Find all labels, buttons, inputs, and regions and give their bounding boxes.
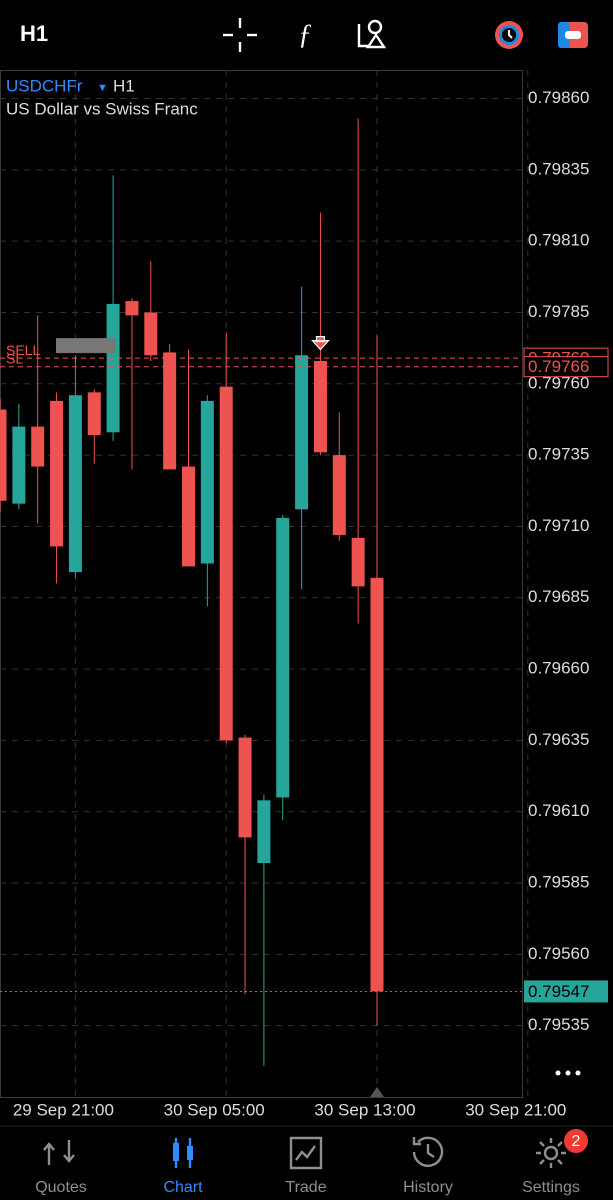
y-tick-label: 0.79660: [528, 659, 589, 678]
sell-marker: [311, 336, 330, 351]
candle-body: [332, 455, 346, 536]
windows-icon[interactable]: [558, 22, 588, 48]
symbol-dropdown[interactable]: ▼: [97, 82, 108, 94]
candle-body: [87, 392, 101, 436]
tab-icon[interactable]: [536, 1138, 566, 1168]
tab-label[interactable]: Trade: [285, 1179, 326, 1196]
tab-icon[interactable]: [43, 1140, 75, 1165]
tab-icon[interactable]: [289, 1136, 323, 1170]
y-tick-label: 0.79735: [528, 445, 589, 464]
scroll-marker: [370, 1087, 384, 1097]
y-tick-label: 0.79585: [528, 873, 589, 892]
symbol-name[interactable]: USDCHFr: [6, 76, 83, 95]
level-name: SELL: [6, 342, 40, 358]
current-price-label: 0.79547: [528, 982, 589, 1001]
y-tick-label: 0.79835: [528, 159, 589, 178]
x-tick-label: 30 Sep 13:00: [314, 1100, 415, 1119]
timeframe-button[interactable]: H1: [20, 21, 48, 46]
symbol-description: US Dollar vs Swiss Franc: [6, 99, 198, 118]
candle-body: [238, 737, 252, 838]
candle-body: [106, 303, 120, 433]
candle-body: [125, 301, 139, 316]
y-tick-label: 0.79785: [528, 302, 589, 321]
tab-icon[interactable]: [412, 1136, 444, 1167]
candle-body: [351, 537, 365, 587]
candle-body: [0, 409, 7, 501]
candle-body: [163, 352, 177, 470]
badge: [564, 1129, 588, 1153]
indicators-icon[interactable]: ƒ: [298, 19, 312, 50]
tab-label[interactable]: Settings: [522, 1179, 580, 1196]
x-tick-label: 30 Sep 21:00: [465, 1100, 566, 1119]
tab-label[interactable]: Quotes: [35, 1179, 87, 1196]
candle-body: [200, 400, 214, 564]
candle-body: [50, 400, 64, 547]
x-tick-label: 30 Sep 05:00: [164, 1100, 265, 1119]
plot-area: 0.798600.798350.798100.797850.797600.797…: [0, 70, 609, 1119]
candle-body: [276, 517, 290, 798]
more-menu[interactable]: [555, 1070, 581, 1076]
y-tick-label: 0.79710: [528, 516, 589, 535]
candle-body: [12, 426, 26, 504]
y-tick-label: 0.79685: [528, 587, 589, 606]
chart-timeframe: H1: [113, 76, 135, 95]
objects-icon[interactable]: [357, 19, 387, 49]
y-tick-label: 0.79535: [528, 1015, 589, 1034]
candle-body: [313, 360, 327, 453]
tab-icon-fill: [173, 1143, 179, 1161]
candle-body: [182, 466, 195, 567]
badge-count: 2: [572, 1133, 581, 1150]
tab-bar: Quotes Chart Trade History Settings 2: [35, 1129, 588, 1196]
trading-icon[interactable]: [495, 21, 523, 49]
level-price-box: [523, 356, 609, 378]
y-tick-label: 0.79610: [528, 801, 589, 820]
candle-body: [219, 386, 233, 741]
crosshair-icon[interactable]: [223, 18, 257, 52]
tab-label[interactable]: History: [403, 1179, 453, 1196]
sell-label-box: [56, 338, 116, 354]
y-tick-label: 0.79635: [528, 730, 589, 749]
x-tick-label: 29 Sep 21:00: [13, 1100, 114, 1119]
tab-icon-fill: [187, 1146, 193, 1160]
candle-body: [295, 355, 309, 510]
chart-frame: [0, 70, 523, 1098]
candle-body: [31, 426, 45, 467]
candle-body: [370, 577, 384, 992]
candle-body: [68, 395, 82, 573]
level-name: SL: [6, 350, 23, 366]
candle-body: [144, 312, 158, 356]
y-tick-label: 0.79860: [528, 88, 589, 107]
tab-label[interactable]: Chart: [163, 1179, 203, 1196]
current-price-box: [524, 980, 608, 1003]
y-tick-label: 0.79760: [528, 373, 589, 392]
y-tick-label: 0.79810: [528, 231, 589, 250]
level-price: 0.79766: [528, 357, 589, 376]
candle-body: [257, 800, 271, 864]
y-tick-label: 0.79560: [528, 944, 589, 963]
